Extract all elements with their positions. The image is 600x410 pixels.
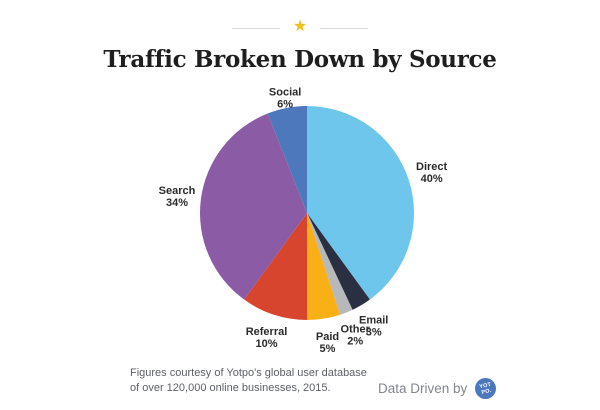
pie-slice-search — [200, 113, 307, 300]
data-driven-attribution: Data Driven by YOT PO. — [378, 378, 497, 399]
pie-slice-direct — [307, 106, 414, 300]
source-note-line2: of over 120,000 online businesses, 2015. — [130, 381, 331, 394]
pie-slice-email — [307, 213, 370, 310]
source-note-line1: Figures courtesy of Yotpo's global user … — [130, 367, 367, 379]
pie-slice-referral — [244, 213, 307, 320]
pie-label-direct: Direct 40% — [416, 161, 448, 185]
pie-slice-other — [307, 213, 353, 315]
source-note: Figures courtesy of Yotpo's global user … — [130, 366, 367, 395]
pie-label-other: Other 2% — [341, 323, 371, 347]
yotpo-logo-text-line2: PO. — [480, 387, 492, 396]
pie-label-email: Email 3% — [359, 314, 388, 338]
pie-label-search: Search 34% — [159, 185, 196, 209]
yotpo-logo-icon: YOT PO. — [475, 378, 497, 399]
star-icon: ★ — [292, 18, 308, 35]
pie-label-social: Social 6% — [269, 87, 301, 111]
pie-slice-social — [267, 105, 307, 213]
pie-label-paid: Paid 5% — [316, 331, 339, 355]
ornament-line-left — [231, 27, 280, 29]
chart-title: Traffic Broken Down by Source — [103, 46, 497, 73]
title-ornament: ★ — [0, 18, 600, 36]
pie-label-referral: Referral 10% — [246, 326, 288, 350]
data-driven-label: Data Driven by — [378, 381, 468, 396]
pie-slice-paid — [307, 213, 341, 320]
ornament-line-right — [320, 27, 369, 29]
